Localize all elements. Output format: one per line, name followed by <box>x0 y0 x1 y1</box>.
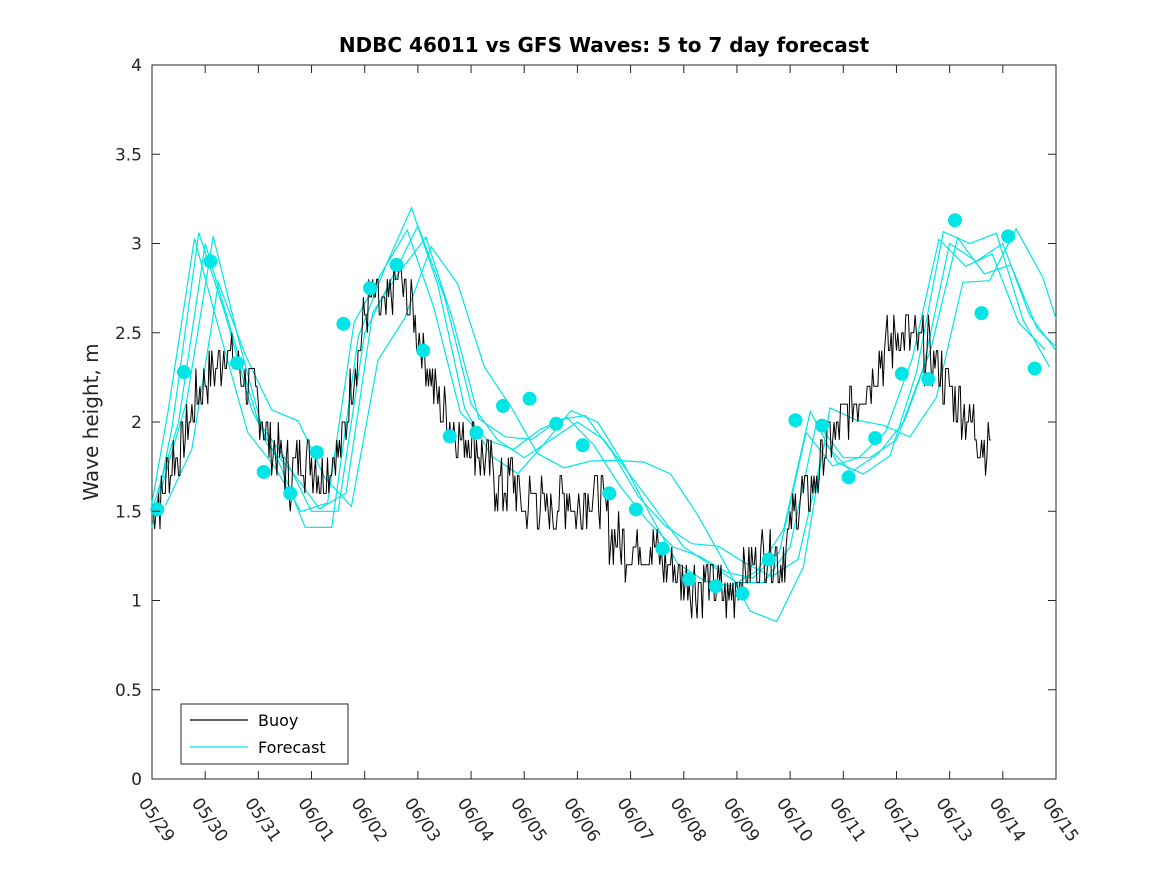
y-ticks: 0 0.5 1 1.5 2 2.5 3 3.5 4 <box>115 56 1056 790</box>
forecast-point <box>442 429 457 444</box>
forecast-point <box>416 343 431 358</box>
forecast-point <box>203 254 218 269</box>
forecast-point <box>841 470 856 485</box>
y-tick-label: 1.5 <box>115 502 142 522</box>
y-axis-label: Wave height, m <box>79 343 103 500</box>
forecast-point <box>309 445 324 460</box>
forecast-point <box>974 306 989 321</box>
y-tick-label: 4 <box>131 56 142 76</box>
forecast-point <box>868 431 883 446</box>
forecast-point <box>230 356 245 371</box>
forecast-point <box>735 586 750 601</box>
forecast-point <box>283 486 298 501</box>
forecast-point <box>495 398 510 413</box>
forecast-point <box>150 502 165 517</box>
forecast-point <box>628 502 643 517</box>
y-tick-label: 1 <box>131 592 142 612</box>
legend-buoy-label: Buoy <box>258 711 298 730</box>
forecast-point <box>575 438 590 453</box>
forecast-point <box>788 413 803 428</box>
forecast-point <box>336 316 351 331</box>
forecast-point <box>921 372 936 387</box>
plot-area: 00.511.522.533.54 05/29 05/30 05/31 06/01 06… <box>115 56 1082 846</box>
chart-title: NDBC 46011 vs GFS Waves: 5 to 7 day fore… <box>339 33 870 57</box>
forecast-point <box>549 416 564 431</box>
forecast-point <box>389 257 404 272</box>
y-tick-label: 0 <box>131 770 142 790</box>
forecast-point <box>894 366 909 381</box>
y-tick-label: 2.5 <box>115 324 142 344</box>
forecast-point <box>602 486 617 501</box>
y-tick-label: 0.5 <box>115 681 142 701</box>
forecast-point <box>256 464 271 479</box>
forecast-series-line <box>151 206 1051 587</box>
legend: Buoy Forecast <box>180 703 349 765</box>
forecast-point <box>655 541 670 556</box>
forecast-point <box>363 281 378 296</box>
forecast-point <box>815 418 830 433</box>
forecast-point <box>761 552 776 567</box>
forecast-series-line <box>159 236 1057 578</box>
legend-box <box>180 703 349 765</box>
axes-box <box>151 64 1057 780</box>
forecast-point <box>1001 229 1016 244</box>
forecast-point <box>1027 361 1042 376</box>
forecast-point <box>682 572 697 587</box>
legend-forecast-label: Forecast <box>258 738 326 757</box>
y-tick-label: 3.5 <box>115 145 142 165</box>
forecast-points <box>150 213 1042 601</box>
y-tick-label: 2 <box>131 413 142 433</box>
y-tick-label: 3 <box>131 235 142 255</box>
forecast-point <box>708 579 723 594</box>
forecast-point <box>176 365 191 380</box>
forecast-point <box>522 391 537 406</box>
forecast-point <box>469 425 484 440</box>
forecast-point <box>947 213 962 228</box>
